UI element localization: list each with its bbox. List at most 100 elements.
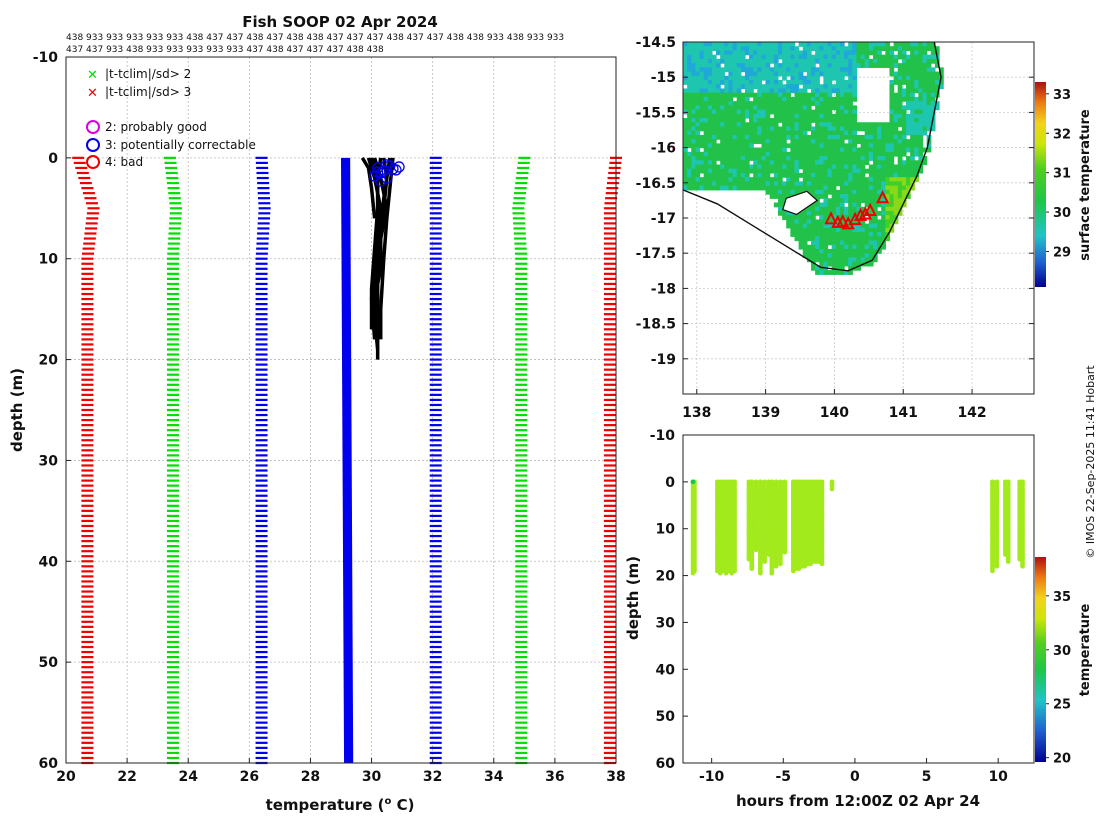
sst-pixel — [749, 101, 754, 106]
sst-pixel — [716, 84, 721, 90]
sst-pixel — [848, 172, 853, 178]
sst-pixel — [790, 58, 796, 64]
sst-pixel — [749, 139, 754, 144]
sst-pixel — [794, 54, 800, 60]
sst-pixel — [860, 194, 866, 199]
sst-pixel — [848, 134, 853, 140]
sst-pixel — [794, 71, 800, 77]
sst-pixel — [782, 75, 787, 81]
sst-pixel — [757, 168, 763, 174]
sst-pixel — [831, 232, 837, 237]
sst-pixel — [852, 223, 858, 229]
sst-pixel — [716, 168, 721, 174]
sst-pixel — [724, 147, 730, 153]
sst-pixel — [786, 118, 791, 123]
sst-pixel — [707, 109, 713, 115]
sst-pixel — [699, 109, 705, 115]
sst-pixel — [794, 181, 800, 187]
sst-pixel — [872, 202, 878, 208]
sst-pixel — [864, 134, 870, 140]
sst-pixel — [773, 147, 779, 153]
sst-pixel — [831, 181, 837, 187]
map-y-tick-label: -15.5 — [636, 105, 676, 121]
sst-pixel — [905, 126, 911, 132]
sst-pixel — [790, 160, 796, 166]
profile-legend: ✕ |t-tclim|/sd> 2 ✕ |t-tclim|/sd> 3 2: p… — [86, 67, 256, 169]
sst-pixel — [777, 113, 783, 119]
sst-pixel — [683, 160, 688, 166]
sst-pixel — [839, 126, 845, 132]
sst-pixel — [844, 236, 849, 242]
sst-pixel — [699, 80, 705, 85]
sst-pixel — [765, 113, 771, 119]
sst-pixel — [720, 75, 725, 81]
sst-pixel — [823, 164, 829, 170]
sst-pixel — [823, 88, 829, 94]
figure-title: Fish SOOP 02 Apr 2024 — [242, 13, 438, 31]
sst-pixel — [769, 84, 775, 90]
sst-pixel — [889, 164, 895, 170]
sst-pixel — [827, 67, 833, 73]
sst-pixel — [918, 147, 924, 153]
sst-pixel — [761, 126, 767, 132]
sst-pixel — [852, 71, 858, 77]
sst-pixel — [852, 96, 858, 102]
sst-pixel — [794, 189, 800, 195]
sst-pixel — [868, 168, 874, 174]
sst-pixel — [699, 168, 705, 174]
sst-pixel — [798, 109, 804, 115]
sst-pixel — [811, 202, 816, 208]
sst-pixel — [835, 139, 841, 144]
sst-pixel — [922, 71, 928, 77]
sst-pixel — [815, 122, 820, 128]
sst-pixel — [740, 168, 746, 174]
sst-pixel — [835, 134, 841, 140]
sst-pixel — [806, 126, 812, 132]
sst-pixel — [732, 172, 738, 178]
sst-pixel — [811, 164, 816, 170]
sst-pixel — [827, 172, 833, 178]
sst-pixel — [901, 50, 907, 56]
sst-pixel — [749, 80, 754, 85]
sst-pixel — [872, 240, 878, 246]
sst-pixel — [856, 261, 862, 267]
sst-pixel — [773, 92, 779, 98]
sst-pixel — [926, 88, 932, 94]
sst-pixel — [815, 219, 820, 225]
sst-pixel — [885, 147, 891, 153]
sst-pixel — [827, 105, 833, 111]
sst-pixel — [868, 236, 874, 242]
sst-pixel — [757, 42, 763, 47]
sst-pixel — [798, 164, 804, 170]
sst-pixel — [703, 147, 709, 153]
sst-pixel — [852, 113, 858, 119]
sst-pixel — [823, 253, 829, 259]
sst-pixel — [695, 156, 701, 161]
sst-pixel — [711, 177, 717, 182]
sst-pixel — [922, 156, 928, 161]
sst-pixel — [753, 63, 758, 68]
sst-pixel — [889, 168, 895, 174]
map-y-tick-label: -18 — [651, 281, 676, 297]
sst-pixel — [901, 172, 907, 178]
sst-pixel — [806, 101, 812, 106]
sst-pixel — [765, 177, 771, 182]
sst-pixel — [782, 181, 787, 187]
sst-pixel — [724, 143, 730, 149]
sst-pixel — [844, 46, 849, 52]
sst-pixel — [790, 75, 796, 81]
sst-pixel — [918, 54, 924, 60]
sst-pixel — [732, 84, 738, 90]
sst-pixel — [835, 92, 841, 98]
sst-pixel — [856, 244, 862, 250]
sst-pixel — [877, 227, 882, 233]
sst-pixel — [740, 151, 746, 157]
sst-pixel — [815, 244, 820, 250]
sst-pixel — [711, 75, 717, 81]
sst-pixel — [707, 130, 713, 136]
sst-pixel — [699, 75, 705, 81]
sst-pixel — [769, 143, 775, 149]
sst-pixel — [691, 139, 696, 144]
sst-pixel — [802, 156, 808, 161]
